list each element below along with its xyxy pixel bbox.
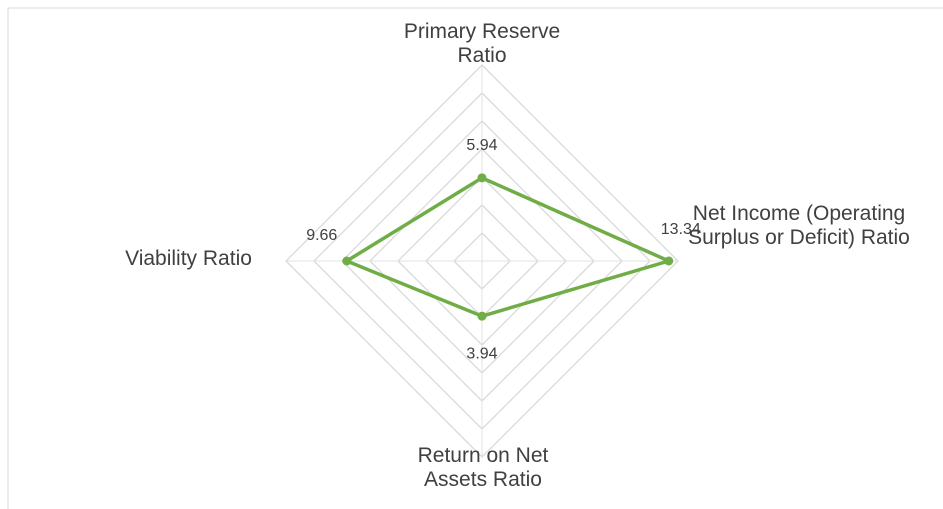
data-label: 13.34 [661,221,701,238]
data-point [477,173,487,183]
category-label: Primary Reserve Ratio [403,20,561,67]
data-label: 5.94 [466,137,497,154]
category-label: Net Income (Operating Surplus or Deficit… [688,202,910,249]
category-label: Return on Net Assets Ratio [417,444,549,491]
data-label: 3.94 [466,345,497,362]
series-line [345,176,671,318]
data-label: 9.66 [306,227,337,244]
data-point [342,256,352,266]
data-point [664,256,674,266]
data-point [477,311,487,321]
category-label: Viability Ratio [125,247,252,270]
